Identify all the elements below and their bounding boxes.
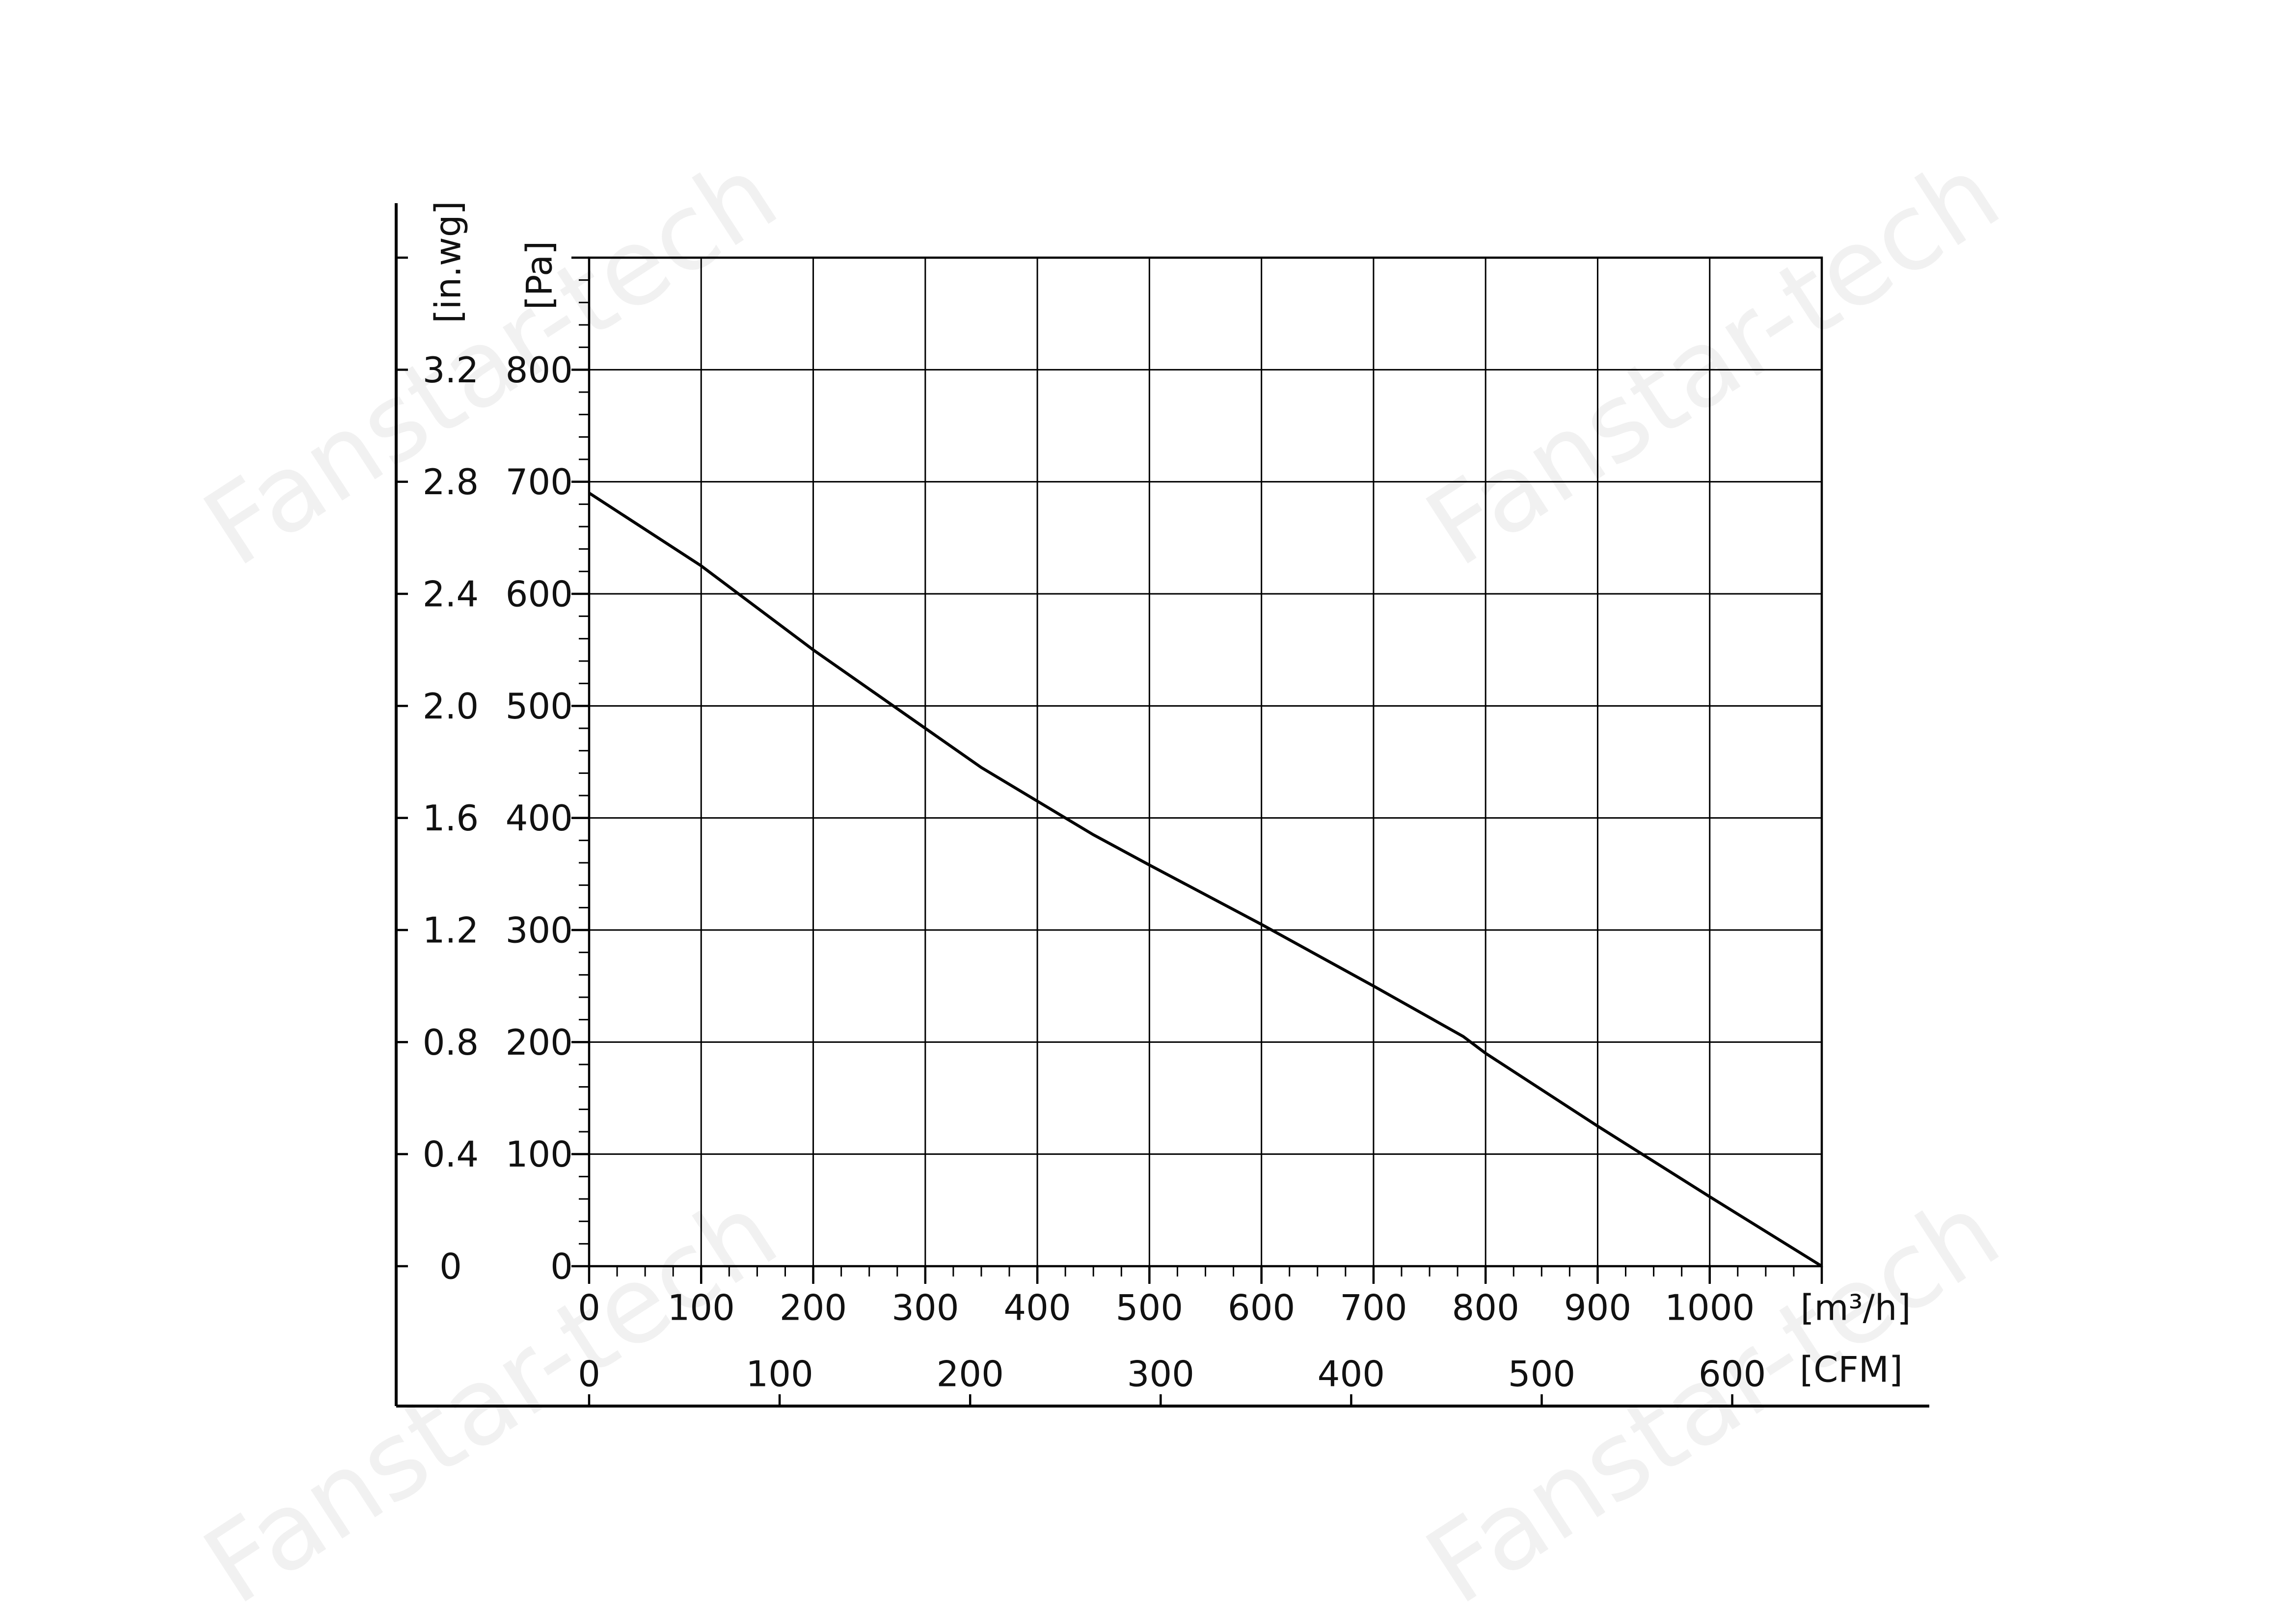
y-tick-label: 0 (550, 1246, 573, 1287)
y2-tick-label: 0.8 (423, 1022, 479, 1063)
y-tick-label: 400 (506, 798, 573, 839)
x-tick-label: 500 (1116, 1287, 1183, 1329)
x2-tick-label: 500 (1508, 1354, 1575, 1395)
x2-axis-label: [CFM] (1800, 1349, 1903, 1390)
x-tick-label: 100 (668, 1287, 735, 1329)
y2-tick-label: 1.2 (423, 910, 479, 951)
watermark: Fanstar-tech (183, 1170, 798, 1622)
x-tick-label: 700 (1340, 1287, 1407, 1329)
y-axis-label: [Pa] (519, 241, 560, 310)
y2-tick-label: 0 (439, 1246, 462, 1287)
x2-tick-label: 600 (1699, 1354, 1766, 1395)
x-axis-label: [m³/h] (1800, 1287, 1911, 1329)
x-tick-label: 0 (578, 1287, 600, 1329)
x-tick-label: 800 (1452, 1287, 1519, 1329)
x2-tick-label: 100 (746, 1354, 813, 1395)
y-tick-label: 600 (506, 574, 573, 615)
x2-tick-label: 400 (1318, 1354, 1385, 1395)
y-tick-label: 100 (506, 1134, 573, 1175)
y2-tick-label: 1.6 (423, 798, 479, 839)
watermark: Fanstar-tech (183, 132, 798, 590)
x-tick-label: 600 (1228, 1287, 1295, 1329)
y2-tick-label: 2.4 (423, 574, 479, 615)
y2-tick-label: 3.2 (423, 349, 479, 391)
y2-axis-label: [in.wg] (428, 201, 469, 323)
x-tick-label: 900 (1564, 1287, 1631, 1329)
y2-tick-label: 2.0 (423, 686, 479, 727)
y-tick-label: 500 (506, 686, 573, 727)
watermark: Fanstar-tech (1405, 1170, 2020, 1622)
watermark: Fanstar-tech (1405, 132, 2020, 590)
y-tick-label: 700 (506, 461, 573, 503)
y-tick-label: 800 (506, 349, 573, 391)
x-tick-label: 400 (1003, 1287, 1071, 1329)
y-tick-label: 200 (506, 1022, 573, 1063)
x-tick-label: 300 (891, 1287, 959, 1329)
x2-tick-label: 300 (1127, 1354, 1194, 1395)
x2-tick-label: 200 (936, 1354, 1003, 1395)
y2-tick-label: 2.8 (423, 461, 479, 503)
y2-tick-label: 0.4 (423, 1134, 479, 1175)
x-tick-label: 1000 (1665, 1287, 1755, 1329)
x2-tick-label: 0 (578, 1354, 600, 1395)
x-tick-label: 200 (780, 1287, 847, 1329)
curve (588, 491, 1823, 1268)
y-tick-label: 300 (506, 910, 573, 951)
